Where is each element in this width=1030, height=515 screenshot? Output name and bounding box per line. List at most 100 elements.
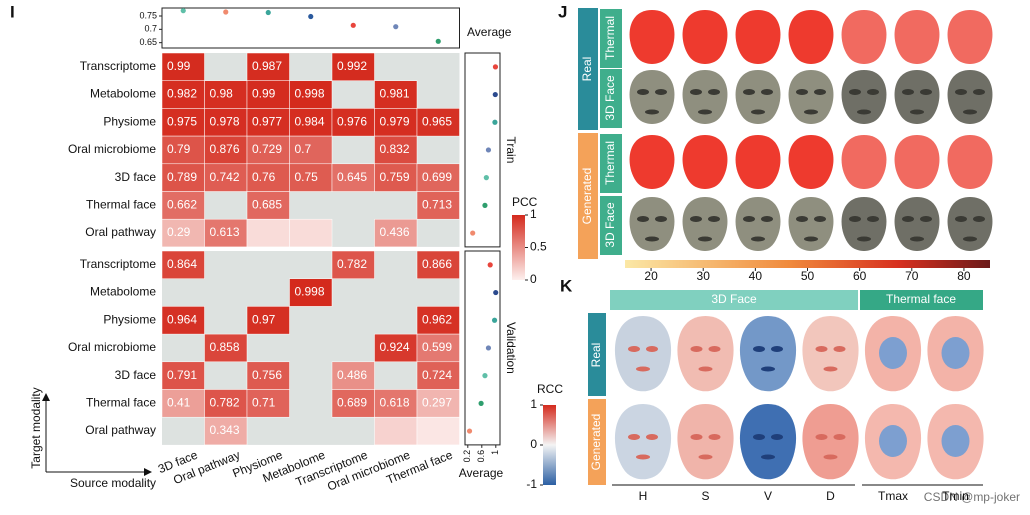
row-label: Metabolome <box>90 87 156 101</box>
cell-label: 0.742 <box>210 170 240 184</box>
cell-label: 0.864 <box>167 257 197 271</box>
face-feature <box>646 346 658 352</box>
face <box>677 316 734 392</box>
cell-label: 0.975 <box>167 114 197 128</box>
modality-bar <box>600 196 622 255</box>
cell-label: 0.613 <box>210 225 240 239</box>
heatmap-cell <box>161 306 205 335</box>
column-label: Tmin <box>942 489 969 503</box>
average-dot <box>478 400 484 406</box>
tick-label: 0.7 <box>144 24 157 34</box>
face <box>788 197 834 252</box>
face <box>735 135 781 190</box>
cell-label: 0.987 <box>252 59 282 73</box>
cell-label: 0.724 <box>422 368 452 382</box>
face-feature <box>646 434 658 440</box>
column-label: H <box>639 489 648 503</box>
group-bar <box>578 8 598 130</box>
face <box>947 70 993 125</box>
face <box>788 10 834 65</box>
face <box>682 10 728 65</box>
heatmap-cell <box>246 135 290 165</box>
colorbar-title: RCC <box>537 382 563 396</box>
heatmap-cell <box>374 218 418 248</box>
face-feature <box>751 236 765 242</box>
heatmap-cell <box>161 80 205 109</box>
face-feature <box>823 454 838 460</box>
tick-label: 0.65 <box>139 37 157 47</box>
face-feature <box>761 89 773 95</box>
cell-label: 0.7 <box>295 142 312 156</box>
colorbar <box>512 215 525 280</box>
heatmap-cell <box>416 306 460 335</box>
heatmap-cell <box>289 218 333 248</box>
heatmap-cell <box>331 361 375 390</box>
heatmap-cell <box>204 135 248 165</box>
cell-label: 0.962 <box>422 312 452 326</box>
face-feature <box>815 434 828 440</box>
panel-letter: I <box>10 2 15 21</box>
face-feature <box>628 434 640 440</box>
average-dot <box>493 289 499 296</box>
face-feature <box>655 89 667 95</box>
tick-label: 20 <box>644 269 658 283</box>
face-feature <box>833 346 846 352</box>
face-feature <box>645 236 659 242</box>
heatmap-cell <box>246 306 290 335</box>
face-feature <box>814 216 826 222</box>
face-feature <box>814 89 826 95</box>
face-feature <box>698 454 713 460</box>
average-dot <box>482 202 488 208</box>
average-dot <box>223 9 229 15</box>
face-feature <box>941 425 970 457</box>
heatmap-cell <box>416 361 460 390</box>
face-feature <box>867 216 879 222</box>
header-bar <box>860 290 983 310</box>
average-dot <box>492 119 498 125</box>
row-label: 3D face <box>115 170 157 184</box>
face <box>841 135 887 190</box>
face-feature <box>796 216 808 222</box>
cell-label: 0.982 <box>167 87 197 101</box>
row-label: Physiome <box>103 114 156 128</box>
row-label: Transcriptome <box>80 257 157 271</box>
face-feature <box>857 109 871 115</box>
face-feature <box>636 454 650 460</box>
cell-label: 0.71 <box>252 396 276 410</box>
row-label: Transcriptome <box>80 59 157 73</box>
average-dot <box>470 230 476 236</box>
face <box>947 197 993 252</box>
face-feature <box>708 434 721 440</box>
heatmap-cell <box>416 108 460 137</box>
x-axis-label: Source modality <box>70 476 156 490</box>
cell-label: 0.964 <box>167 312 197 326</box>
heatmap-cell <box>204 333 248 363</box>
tick-label: -1 <box>526 477 537 491</box>
colorbar <box>543 405 556 485</box>
cell-label: 0.645 <box>337 170 367 184</box>
face <box>682 70 728 125</box>
average-dot <box>308 13 314 20</box>
face-feature <box>963 236 977 242</box>
row-label: Oral pathway <box>85 423 156 437</box>
heatmap-cell <box>416 389 460 418</box>
heatmap-cell <box>289 80 333 109</box>
face-feature <box>902 216 914 222</box>
face-feature <box>910 236 924 242</box>
face-feature <box>637 216 649 222</box>
face <box>841 197 887 252</box>
face-feature <box>879 337 907 369</box>
average-dot <box>492 64 499 70</box>
row-label: 3D face <box>115 368 157 382</box>
tick-label: 0.6 <box>476 450 486 463</box>
modality-label: 3D Face <box>603 202 617 248</box>
face-feature <box>955 216 967 222</box>
face-feature <box>804 109 818 115</box>
cell-label: 0.998 <box>295 285 325 299</box>
panel-letter: J <box>558 2 567 21</box>
face <box>629 70 675 125</box>
face-feature <box>690 89 702 95</box>
tick-label: 0.2 <box>462 450 472 463</box>
group-bar <box>588 399 606 485</box>
heatmap-cell <box>331 108 375 137</box>
